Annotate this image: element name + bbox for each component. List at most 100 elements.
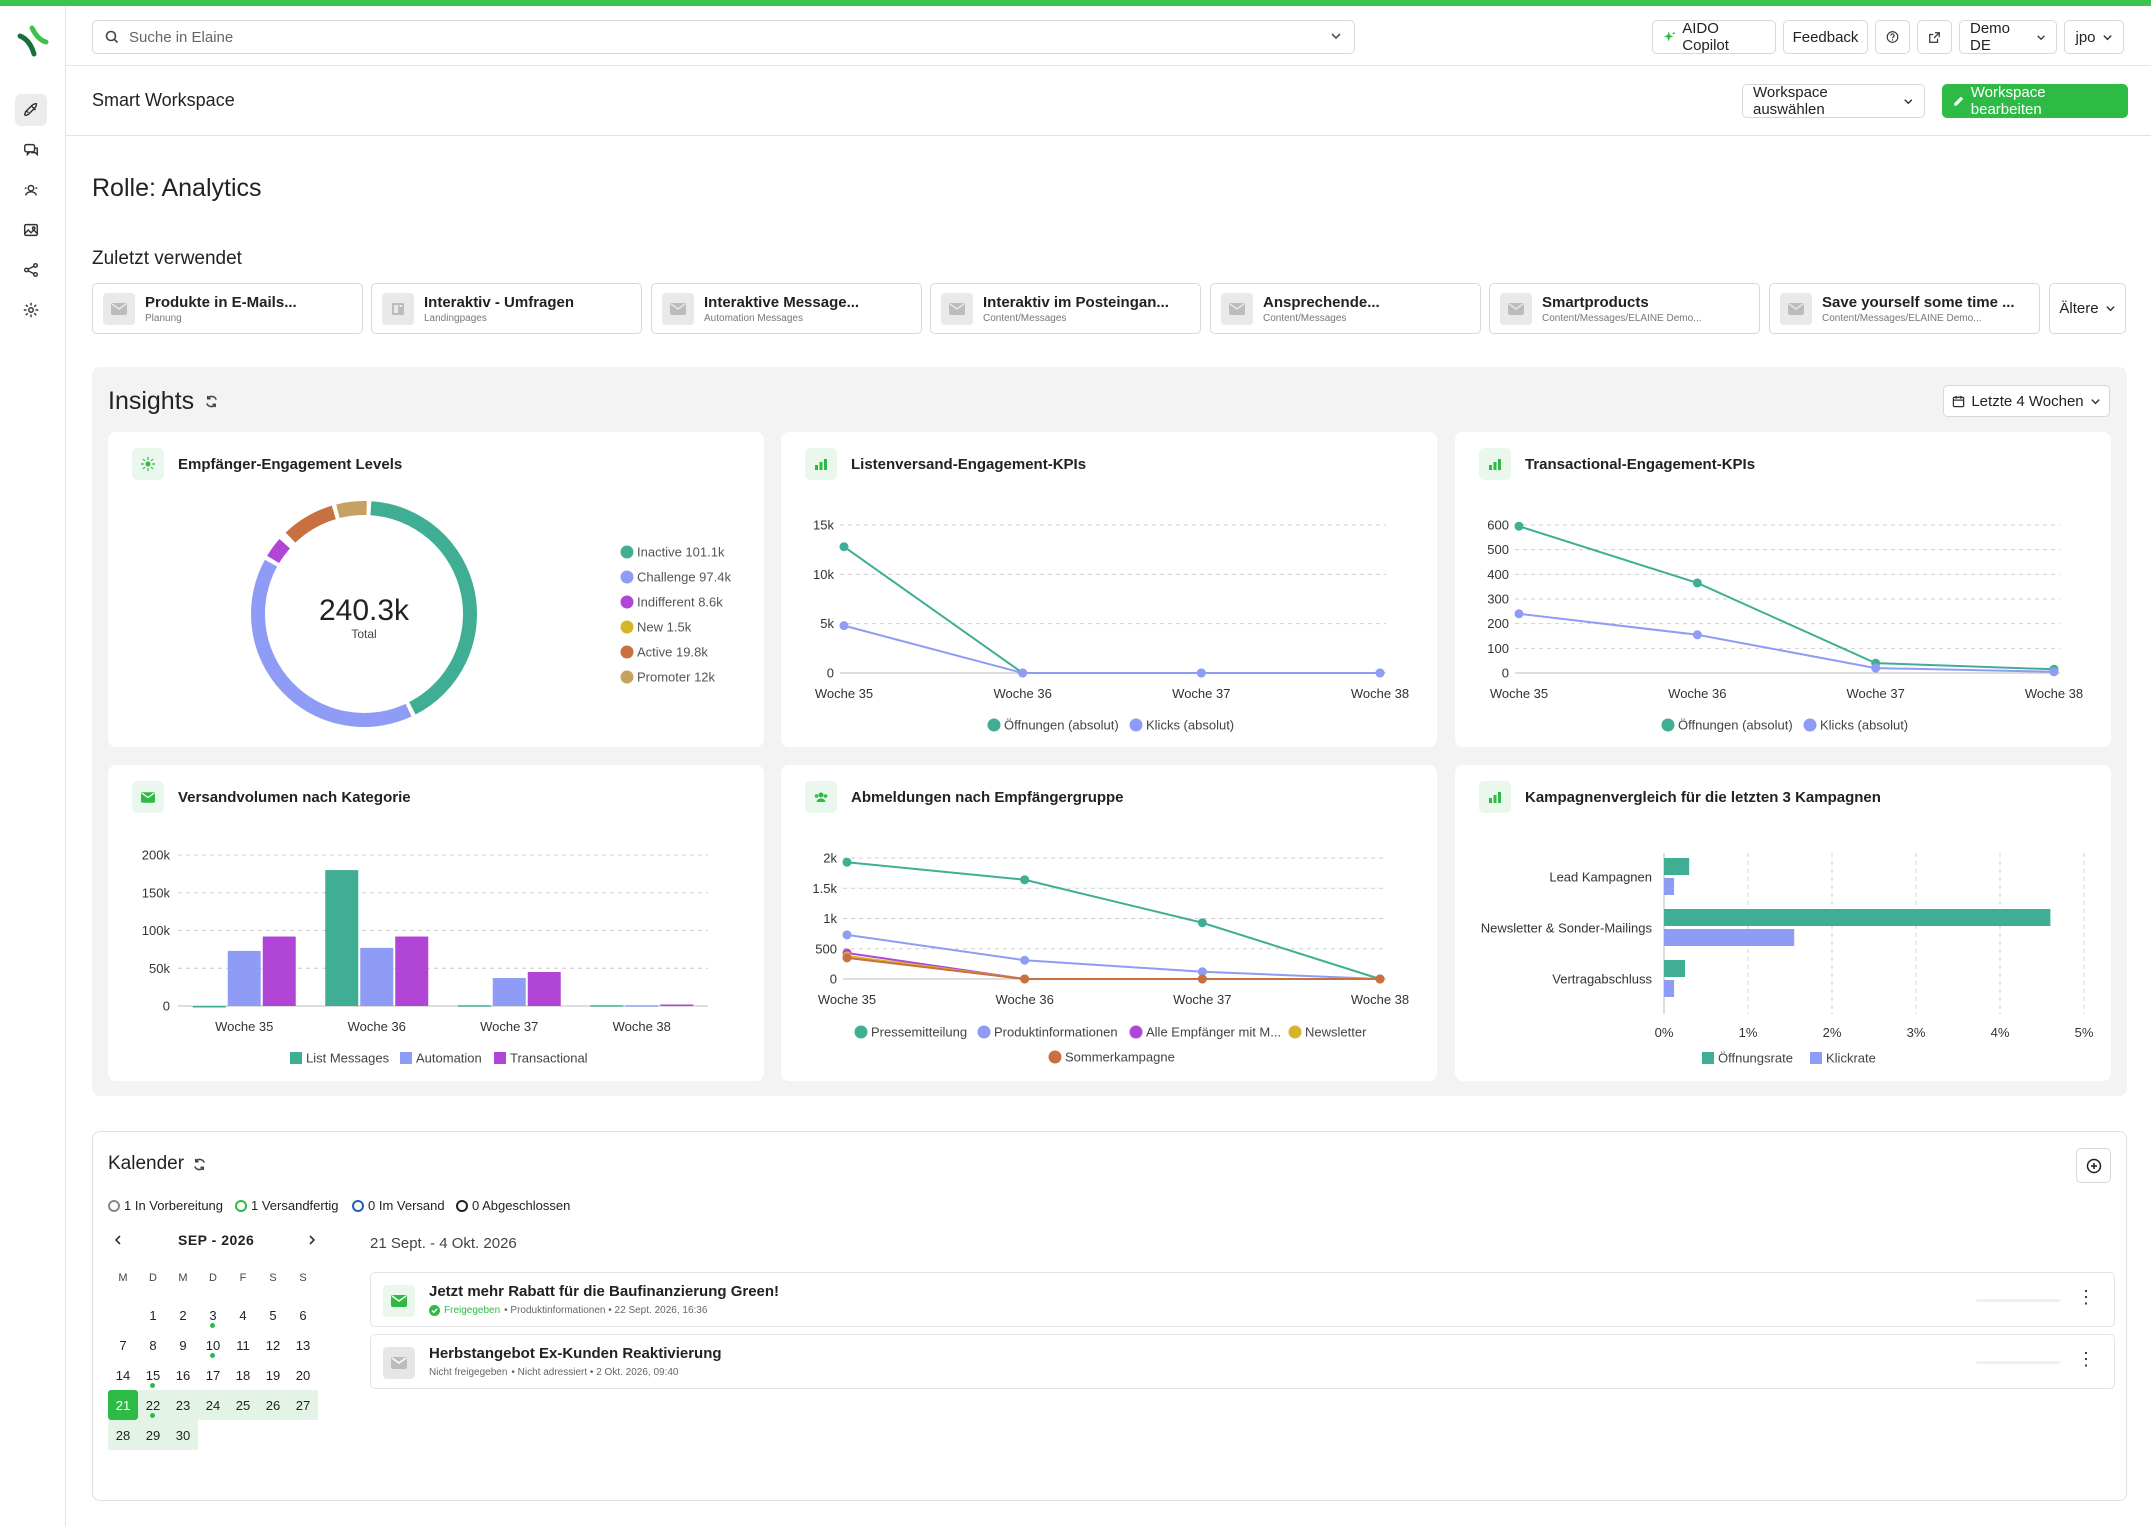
recent-item[interactable]: Smartproducts Content/Messages/ELAINE Dem… (1489, 283, 1760, 334)
data-point[interactable] (1196, 668, 1206, 678)
calendar-day[interactable]: 2 (179, 1307, 187, 1323)
series-line[interactable] (846, 933, 1381, 980)
legend-item[interactable]: Active 19.8k (620, 645, 709, 660)
data-point[interactable] (1197, 918, 1207, 928)
calendar-day[interactable]: 23 (168, 1390, 198, 1420)
bar[interactable] (1664, 858, 1690, 875)
recent-item[interactable]: Produkte in E-Mails... Planung (92, 283, 363, 334)
data-point[interactable] (1375, 974, 1385, 984)
legend-item[interactable]: Promoter 12k (620, 670, 716, 685)
feedback-button[interactable]: Feedback (1783, 20, 1868, 54)
add-event-button[interactable] (2076, 1148, 2111, 1183)
status-done[interactable]: 0 Abgeschlossen (456, 1198, 570, 1213)
bar[interactable] (660, 1004, 694, 1006)
legend-item[interactable]: Pressemitteilung (854, 1025, 968, 1040)
recent-item[interactable]: Interaktiv im Posteingan... Content/Messa… (930, 283, 1201, 334)
status-sending[interactable]: 0 Im Versand (352, 1198, 445, 1213)
legend-item[interactable]: Öffnungsrate (1702, 1051, 1793, 1066)
data-point[interactable] (1020, 875, 1030, 885)
status-in-preparation[interactable]: 1 In Vorbereitung (108, 1198, 223, 1213)
elaine-logo[interactable] (12, 20, 52, 60)
legend-item[interactable]: New 1.5k (620, 620, 692, 635)
data-point[interactable] (1375, 668, 1385, 678)
refresh-icon[interactable] (192, 1157, 207, 1172)
data-point[interactable] (1020, 974, 1030, 984)
more-vertical-icon[interactable]: ⋮ (2077, 1287, 2095, 1307)
legend-item[interactable]: Automation (400, 1051, 482, 1066)
bar[interactable] (1664, 909, 2051, 926)
calendar-day[interactable]: 29 (138, 1420, 168, 1450)
help-icon[interactable] (1875, 20, 1910, 54)
copilot-button[interactable]: AIDO Copilot (1652, 20, 1776, 54)
donut-slice[interactable] (267, 539, 291, 564)
data-point[interactable] (2049, 667, 2059, 677)
bar[interactable] (1664, 878, 1675, 895)
recent-item[interactable]: Interaktiv - Umfragen Landingpages (371, 283, 642, 334)
data-point[interactable] (839, 621, 849, 631)
calendar-day[interactable]: 1 (149, 1307, 157, 1323)
calendar-day[interactable]: 19 (265, 1367, 281, 1383)
calendar-day[interactable]: 22 (138, 1390, 168, 1420)
calendar-day[interactable]: 15 (138, 1360, 168, 1390)
calendar-event[interactable]: Herbstangebot Ex-Kunden Reaktivierung Ni… (370, 1334, 2115, 1389)
refresh-icon[interactable] (204, 394, 219, 409)
calendar-day[interactable]: 27 (288, 1390, 318, 1420)
calendar-day[interactable]: 17 (205, 1367, 221, 1383)
calendar-day[interactable]: 3 (198, 1300, 228, 1330)
status-ready[interactable]: 1 Versandfertig (235, 1198, 338, 1213)
donut-slice[interactable] (251, 559, 412, 727)
chat-icon[interactable] (15, 134, 47, 166)
bar[interactable] (492, 978, 526, 1006)
data-point[interactable] (842, 857, 852, 867)
calendar-day[interactable]: 6 (299, 1307, 307, 1323)
data-point[interactable] (1514, 521, 1524, 531)
series-line[interactable] (1518, 612, 2055, 673)
workspace-select[interactable]: Workspace auswählen (1742, 84, 1925, 118)
calendar-day[interactable]: 5 (269, 1307, 277, 1323)
calendar-day[interactable]: 8 (149, 1337, 157, 1353)
more-vertical-icon[interactable]: ⋮ (2077, 1349, 2095, 1369)
data-point[interactable] (1514, 609, 1524, 619)
legend-item[interactable]: Klicks (absolut) (1129, 718, 1235, 733)
series-line[interactable] (843, 545, 1380, 674)
legend-item[interactable]: Öffnungen (absolut) (1661, 718, 1793, 733)
data-point[interactable] (1018, 668, 1028, 678)
range-select[interactable]: Letzte 4 Wochen (1943, 385, 2110, 417)
bar[interactable] (1664, 929, 1795, 946)
user-menu[interactable]: jpo (2064, 20, 2124, 54)
calendar-day[interactable]: 14 (115, 1367, 131, 1383)
recent-item[interactable]: Ansprechende... Content/Messages (1210, 283, 1481, 334)
bar[interactable] (625, 1005, 659, 1007)
calendar-day[interactable]: 13 (295, 1337, 311, 1353)
calendar-day[interactable]: 7 (119, 1337, 127, 1353)
environment-select[interactable]: Demo DE (1959, 20, 2057, 54)
calendar-day[interactable]: 10 (198, 1330, 228, 1360)
data-point[interactable] (839, 542, 849, 552)
data-point[interactable] (1197, 967, 1207, 977)
calendar-day[interactable]: 21 (108, 1390, 138, 1420)
series-line[interactable] (1518, 525, 2055, 671)
bar[interactable] (325, 870, 359, 1006)
calendar-day[interactable]: 4 (239, 1307, 247, 1323)
bar[interactable] (227, 950, 261, 1006)
calendar-day[interactable]: 16 (175, 1367, 191, 1383)
bar[interactable] (1664, 980, 1675, 997)
calendar-day[interactable]: 9 (179, 1337, 187, 1353)
calendar-day[interactable]: 11 (236, 1337, 250, 1353)
data-point[interactable] (842, 953, 852, 963)
legend-item[interactable]: Inactive 101.1k (620, 545, 725, 560)
bar[interactable] (192, 1006, 226, 1008)
legend-item[interactable]: Klicks (absolut) (1803, 718, 1909, 733)
edit-workspace-button[interactable]: Workspace bearbeiten (1942, 84, 2128, 118)
legend-item[interactable]: List Messages (290, 1051, 390, 1066)
legend-item[interactable]: Produktinformationen (977, 1025, 1118, 1040)
donut-slice[interactable] (370, 501, 477, 715)
bar[interactable] (262, 936, 296, 1006)
external-link-icon[interactable] (1917, 20, 1952, 54)
calendar-event[interactable]: Jetzt mehr Rabatt für die Baufinanzierun… (370, 1272, 2115, 1327)
data-point[interactable] (1692, 578, 1702, 588)
calendar-day[interactable]: 26 (258, 1390, 288, 1420)
bar[interactable] (360, 947, 394, 1006)
bar[interactable] (590, 1005, 624, 1007)
donut-slice[interactable] (336, 501, 367, 519)
